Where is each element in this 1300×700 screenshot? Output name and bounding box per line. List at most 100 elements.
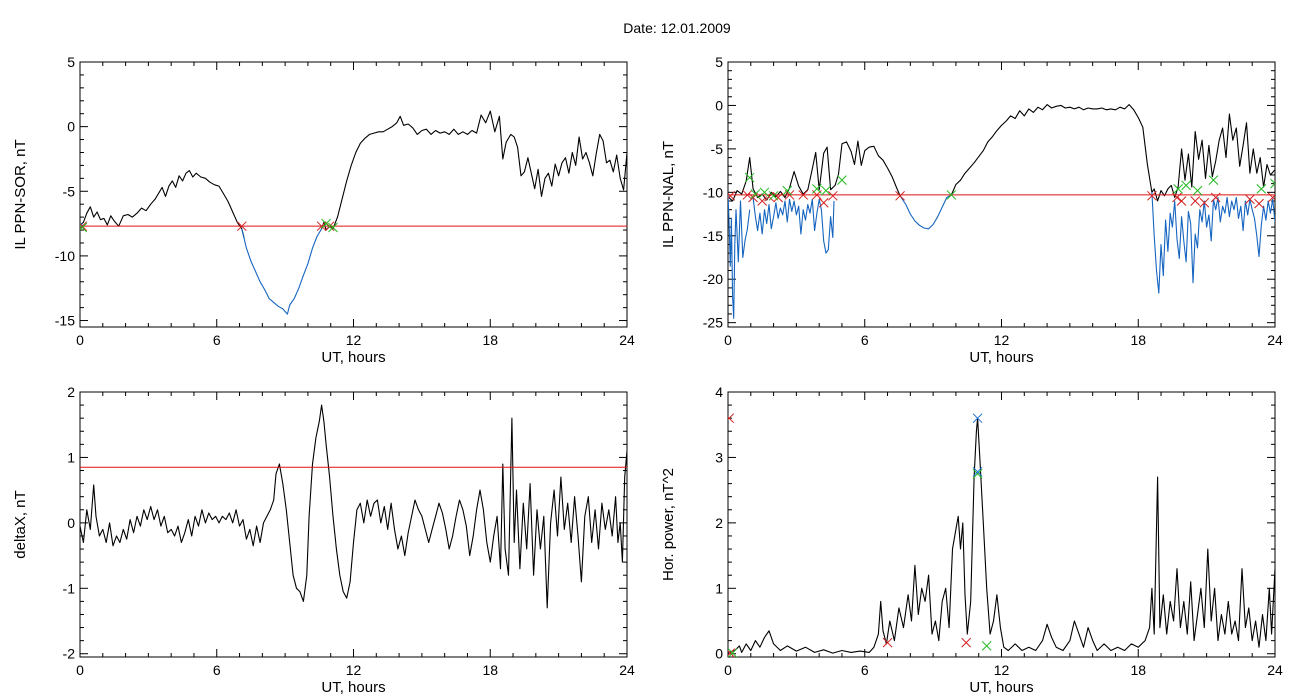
y-tick-label: 0 — [715, 646, 723, 662]
x-marker-stroke — [1190, 196, 1201, 206]
x-marker-stroke — [236, 221, 247, 232]
x-marker-stroke — [827, 190, 838, 201]
y-tick-label: 5 — [715, 54, 723, 70]
x-marker-stroke — [972, 466, 983, 477]
x-marker — [1190, 196, 1201, 206]
y-axis-label: IL PPN-SOR, nT — [12, 139, 29, 249]
x-marker — [316, 221, 327, 232]
x-marker — [946, 190, 957, 200]
x-marker-stroke — [744, 172, 755, 183]
x-marker — [1208, 175, 1219, 186]
x-axis-label: UT, hours — [969, 679, 1033, 696]
x-marker-stroke — [1199, 197, 1210, 208]
series-line-below-threshold — [728, 194, 751, 319]
x-marker-stroke — [837, 175, 847, 186]
x-marker-stroke — [1172, 192, 1182, 203]
chart-panel-2: 0 6 12 18 24 -25 -20 -15 -10 -5 0 5 UT, hours IL PPN-… — [660, 54, 1283, 366]
x-axis-label: UT, hours — [969, 349, 1033, 366]
y-tick-label: -10 — [703, 184, 723, 200]
x-marker — [827, 190, 838, 201]
x-marker-stroke — [1270, 178, 1275, 185]
x-marker-stroke — [895, 190, 905, 201]
x-tick-label: 24 — [1267, 332, 1283, 348]
x-tick-label: 24 — [619, 332, 635, 348]
series-line — [950, 104, 1275, 202]
x-marker — [1173, 183, 1183, 194]
x-tick-label: 12 — [346, 332, 362, 348]
x-marker — [1181, 180, 1191, 191]
x-tick-label: 18 — [482, 332, 498, 348]
x-marker-stroke — [759, 187, 770, 198]
x-marker — [728, 648, 738, 657]
x-marker-stroke — [80, 222, 88, 231]
plot-area — [728, 104, 1275, 319]
x-marker — [236, 221, 247, 232]
x-marker-stroke — [728, 648, 738, 657]
x-marker-stroke — [1147, 190, 1157, 201]
x-marker-stroke — [782, 185, 793, 196]
x-marker-stroke — [328, 222, 338, 233]
x-marker-stroke — [728, 190, 736, 199]
x-marker-stroke — [1173, 183, 1183, 194]
y-axis-label: Hor. power, nT^2 — [660, 468, 677, 581]
x-marker — [1245, 194, 1255, 205]
series-line-below-threshold — [899, 194, 952, 230]
x-marker — [80, 222, 88, 233]
x-marker — [972, 466, 983, 477]
x-axis-label: UT, hours — [321, 679, 385, 696]
x-marker — [837, 175, 847, 186]
series-line-below-threshold — [1151, 192, 1275, 294]
plot-frame — [79, 61, 628, 328]
series-line — [80, 404, 627, 609]
x-tick-label: 24 — [619, 662, 635, 678]
y-tick-label: -5 — [711, 141, 724, 157]
x-marker — [981, 641, 992, 651]
x-marker — [744, 172, 755, 183]
x-marker-stroke — [821, 185, 831, 196]
x-marker-stroke — [773, 192, 783, 203]
x-marker — [972, 413, 983, 424]
x-marker — [728, 190, 736, 201]
x-marker-stroke — [728, 648, 736, 657]
series-line — [728, 417, 1275, 654]
y-tick-label: -10 — [55, 248, 75, 264]
x-marker — [1199, 197, 1210, 208]
plot-frame — [79, 391, 628, 658]
x-marker — [818, 197, 829, 208]
plot-area — [80, 404, 627, 609]
x-marker — [1256, 183, 1267, 194]
x-marker-stroke — [80, 221, 88, 230]
y-tick-label: 0 — [67, 515, 75, 531]
y-tick-label: -5 — [63, 183, 76, 199]
x-tick-label: 0 — [724, 332, 732, 348]
x-marker-stroke — [728, 413, 734, 421]
series-line — [80, 170, 245, 238]
x-marker — [895, 190, 905, 201]
page-title: Date: 12.01.2009 — [623, 20, 731, 36]
y-tick-label: 4 — [715, 384, 723, 400]
x-marker-stroke — [784, 190, 795, 200]
y-tick-label: 2 — [715, 515, 723, 531]
x-marker-stroke — [1181, 180, 1191, 191]
x-marker-stroke — [812, 183, 822, 194]
y-axis-label: deltaX, nT — [12, 490, 29, 558]
x-marker-stroke — [1254, 198, 1264, 209]
x-tick-label: 0 — [76, 662, 84, 678]
x-marker — [328, 222, 338, 233]
x-marker-stroke — [321, 218, 332, 229]
x-marker — [1210, 192, 1221, 203]
x-tick-label: 12 — [994, 662, 1010, 678]
x-tick-label: 0 — [724, 662, 732, 678]
x-marker-stroke — [1176, 196, 1187, 206]
x-marker-stroke — [1210, 192, 1221, 203]
chart-panel-1: 0 6 12 18 24 -15 -10 -5 0 5 UT, hours IL PPN-SOR, n… — [12, 54, 635, 366]
y-tick-label: 3 — [715, 449, 723, 465]
y-tick-label: -25 — [703, 315, 723, 331]
x-tick-label: 6 — [213, 332, 221, 348]
x-marker-stroke — [946, 190, 957, 200]
x-marker-stroke — [1270, 182, 1275, 189]
x-tick-label: 0 — [76, 332, 84, 348]
series-line-below-threshold — [241, 228, 323, 315]
